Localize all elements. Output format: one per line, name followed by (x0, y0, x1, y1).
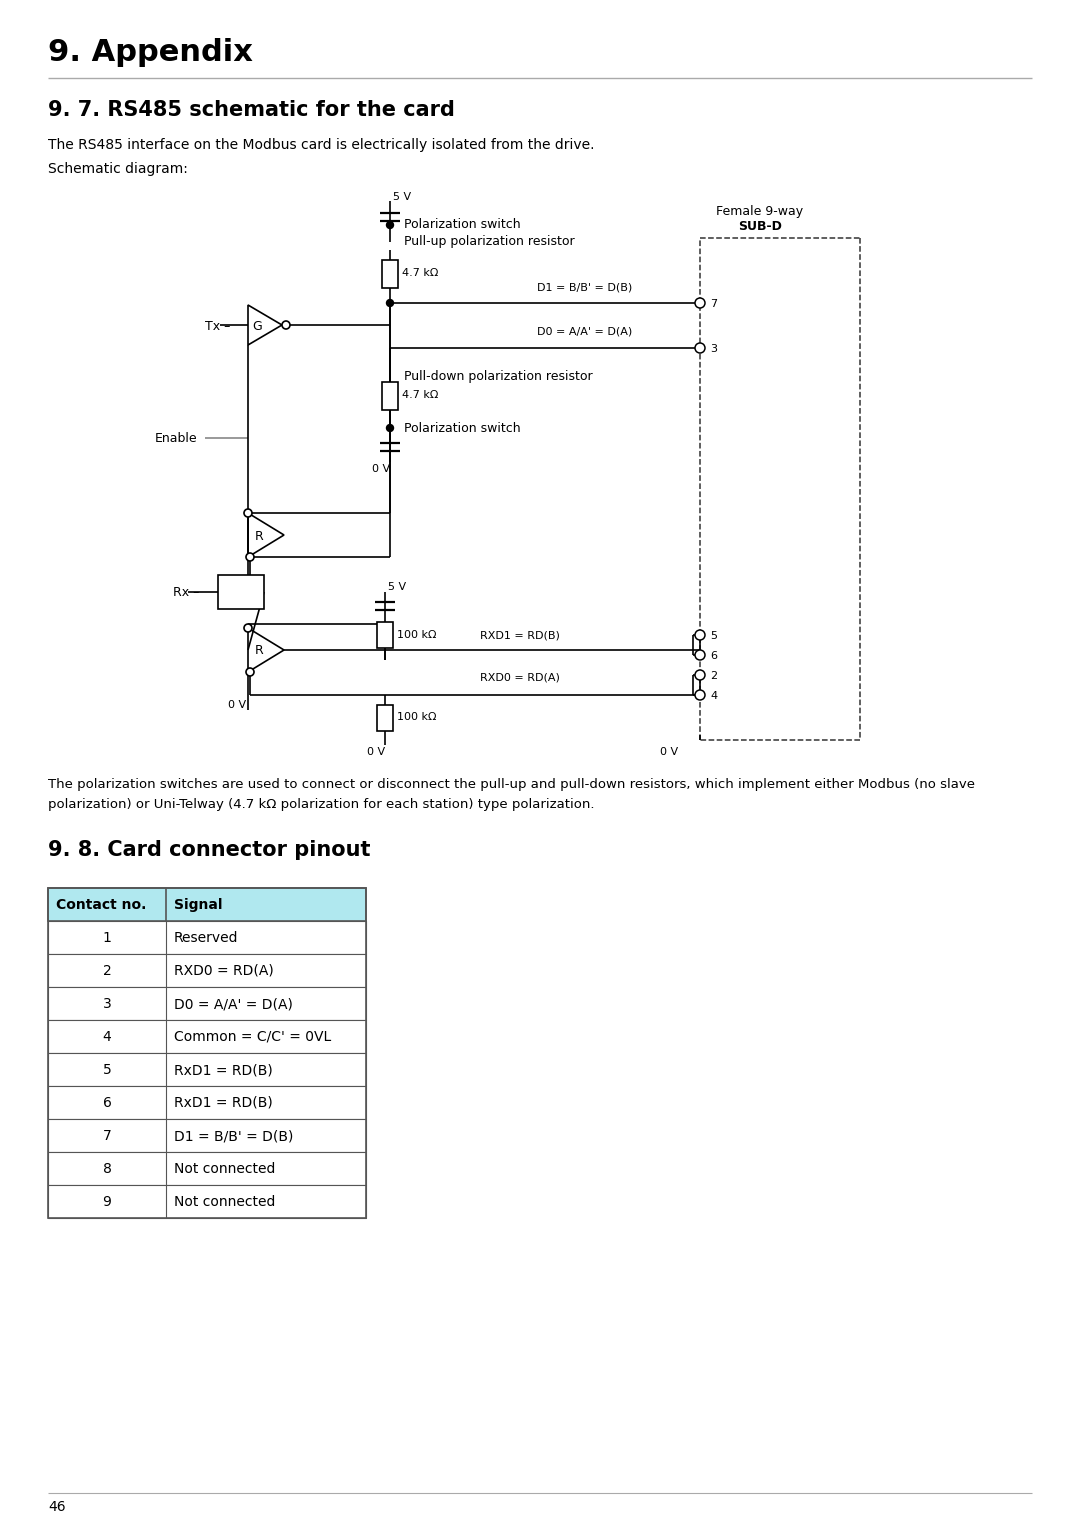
Text: 5 V: 5 V (393, 192, 411, 202)
Text: The polarization switches are used to connect or disconnect the pull-up and pull: The polarization switches are used to co… (48, 777, 975, 791)
Text: Polarization switch: Polarization switch (404, 218, 521, 232)
Text: D0 = A/A' = D(A): D0 = A/A' = D(A) (538, 327, 633, 337)
Text: 9. 7. RS485 schematic for the card: 9. 7. RS485 schematic for the card (48, 99, 455, 121)
Bar (382, 382, 399, 411)
Bar (48, 889, 366, 921)
Text: 9. Appendix: 9. Appendix (48, 38, 253, 67)
Bar (48, 1185, 366, 1219)
Text: RXD0 = RD(A): RXD0 = RD(A) (174, 964, 273, 977)
Text: R: R (255, 530, 264, 542)
Text: 4: 4 (710, 692, 717, 701)
Circle shape (696, 344, 705, 353)
Text: 0 V: 0 V (372, 464, 390, 473)
Text: 6: 6 (710, 651, 717, 661)
Text: &: & (237, 586, 246, 600)
Bar (48, 921, 366, 954)
Text: 5: 5 (103, 1063, 111, 1077)
Text: RxD1 = RD(B): RxD1 = RD(B) (174, 1096, 273, 1110)
Text: 4.7 kΩ: 4.7 kΩ (402, 269, 438, 278)
Text: 4: 4 (103, 1031, 111, 1044)
Text: 9: 9 (103, 1196, 111, 1209)
Text: 6: 6 (103, 1096, 111, 1110)
Text: Pull-up polarization resistor: Pull-up polarization resistor (404, 235, 575, 249)
Text: G: G (252, 319, 261, 333)
Text: R: R (255, 644, 264, 658)
Text: 0 V: 0 V (228, 699, 246, 710)
Bar (48, 954, 366, 986)
Text: Contact no.: Contact no. (56, 898, 147, 912)
Text: 4.7 kΩ: 4.7 kΩ (402, 389, 438, 400)
Text: 3: 3 (103, 997, 111, 1011)
Circle shape (696, 690, 705, 699)
Text: The RS485 interface on the Modbus card is electrically isolated from the drive.: The RS485 interface on the Modbus card i… (48, 137, 594, 153)
Circle shape (387, 299, 393, 307)
Text: 2: 2 (710, 670, 717, 681)
Text: polarization) or Uni-Telway (4.7 kΩ polarization for each station) type polariza: polarization) or Uni-Telway (4.7 kΩ pola… (48, 799, 594, 811)
Text: 3: 3 (710, 344, 717, 354)
Text: SUB-D: SUB-D (738, 220, 782, 234)
Text: 46: 46 (48, 1500, 66, 1513)
Circle shape (246, 667, 254, 676)
Text: Female 9-way: Female 9-way (716, 205, 804, 218)
Text: 7: 7 (710, 299, 717, 308)
Text: RxD1 = RD(B): RxD1 = RD(B) (174, 1063, 273, 1077)
Circle shape (246, 553, 254, 560)
Text: 5 V: 5 V (388, 582, 406, 592)
Bar (218, 576, 264, 609)
Text: D0 = A/A' = D(A): D0 = A/A' = D(A) (174, 997, 293, 1011)
Text: Not connected: Not connected (174, 1162, 275, 1176)
Text: Common = C/C' = 0VL: Common = C/C' = 0VL (174, 1031, 332, 1044)
Text: Rx –: Rx – (173, 586, 200, 600)
Bar (48, 1086, 366, 1119)
Text: 1: 1 (103, 931, 111, 945)
Bar (48, 1054, 366, 1086)
Text: Tx –: Tx – (205, 319, 230, 333)
Text: Reserved: Reserved (174, 931, 239, 945)
Text: 5: 5 (710, 631, 717, 641)
Text: 100 kΩ: 100 kΩ (397, 712, 436, 722)
Circle shape (244, 508, 252, 518)
Bar (48, 1119, 366, 1151)
Text: Schematic diagram:: Schematic diagram: (48, 162, 188, 176)
Circle shape (387, 425, 393, 432)
Bar (48, 1020, 366, 1054)
Text: 0 V: 0 V (367, 747, 386, 757)
Bar (48, 889, 366, 1219)
Bar (48, 986, 366, 1020)
Circle shape (387, 221, 393, 229)
Circle shape (696, 670, 705, 680)
Text: RXD0 = RD(A): RXD0 = RD(A) (481, 673, 559, 683)
Text: D1 = B/B' = D(B): D1 = B/B' = D(B) (174, 1128, 294, 1144)
Text: 100 kΩ: 100 kΩ (397, 631, 436, 640)
Text: 2: 2 (103, 964, 111, 977)
Text: 9. 8. Card connector pinout: 9. 8. Card connector pinout (48, 840, 370, 860)
Text: 7: 7 (103, 1128, 111, 1144)
Text: Not connected: Not connected (174, 1196, 275, 1209)
Bar (48, 1151, 366, 1185)
Text: 0 V: 0 V (660, 747, 678, 757)
Text: D1 = B/B' = D(B): D1 = B/B' = D(B) (538, 282, 633, 293)
Circle shape (696, 651, 705, 660)
Circle shape (696, 298, 705, 308)
Text: 8: 8 (103, 1162, 111, 1176)
Text: Signal: Signal (174, 898, 222, 912)
Bar (377, 621, 393, 647)
Text: Enable: Enable (156, 432, 198, 444)
Text: Polarization switch: Polarization switch (404, 421, 521, 435)
Text: Pull-down polarization resistor: Pull-down polarization resistor (404, 370, 593, 383)
Bar (382, 260, 399, 289)
Text: RXD1 = RD(B): RXD1 = RD(B) (481, 631, 559, 640)
Circle shape (282, 321, 291, 328)
Circle shape (244, 625, 252, 632)
Bar (377, 705, 393, 731)
Circle shape (696, 631, 705, 640)
